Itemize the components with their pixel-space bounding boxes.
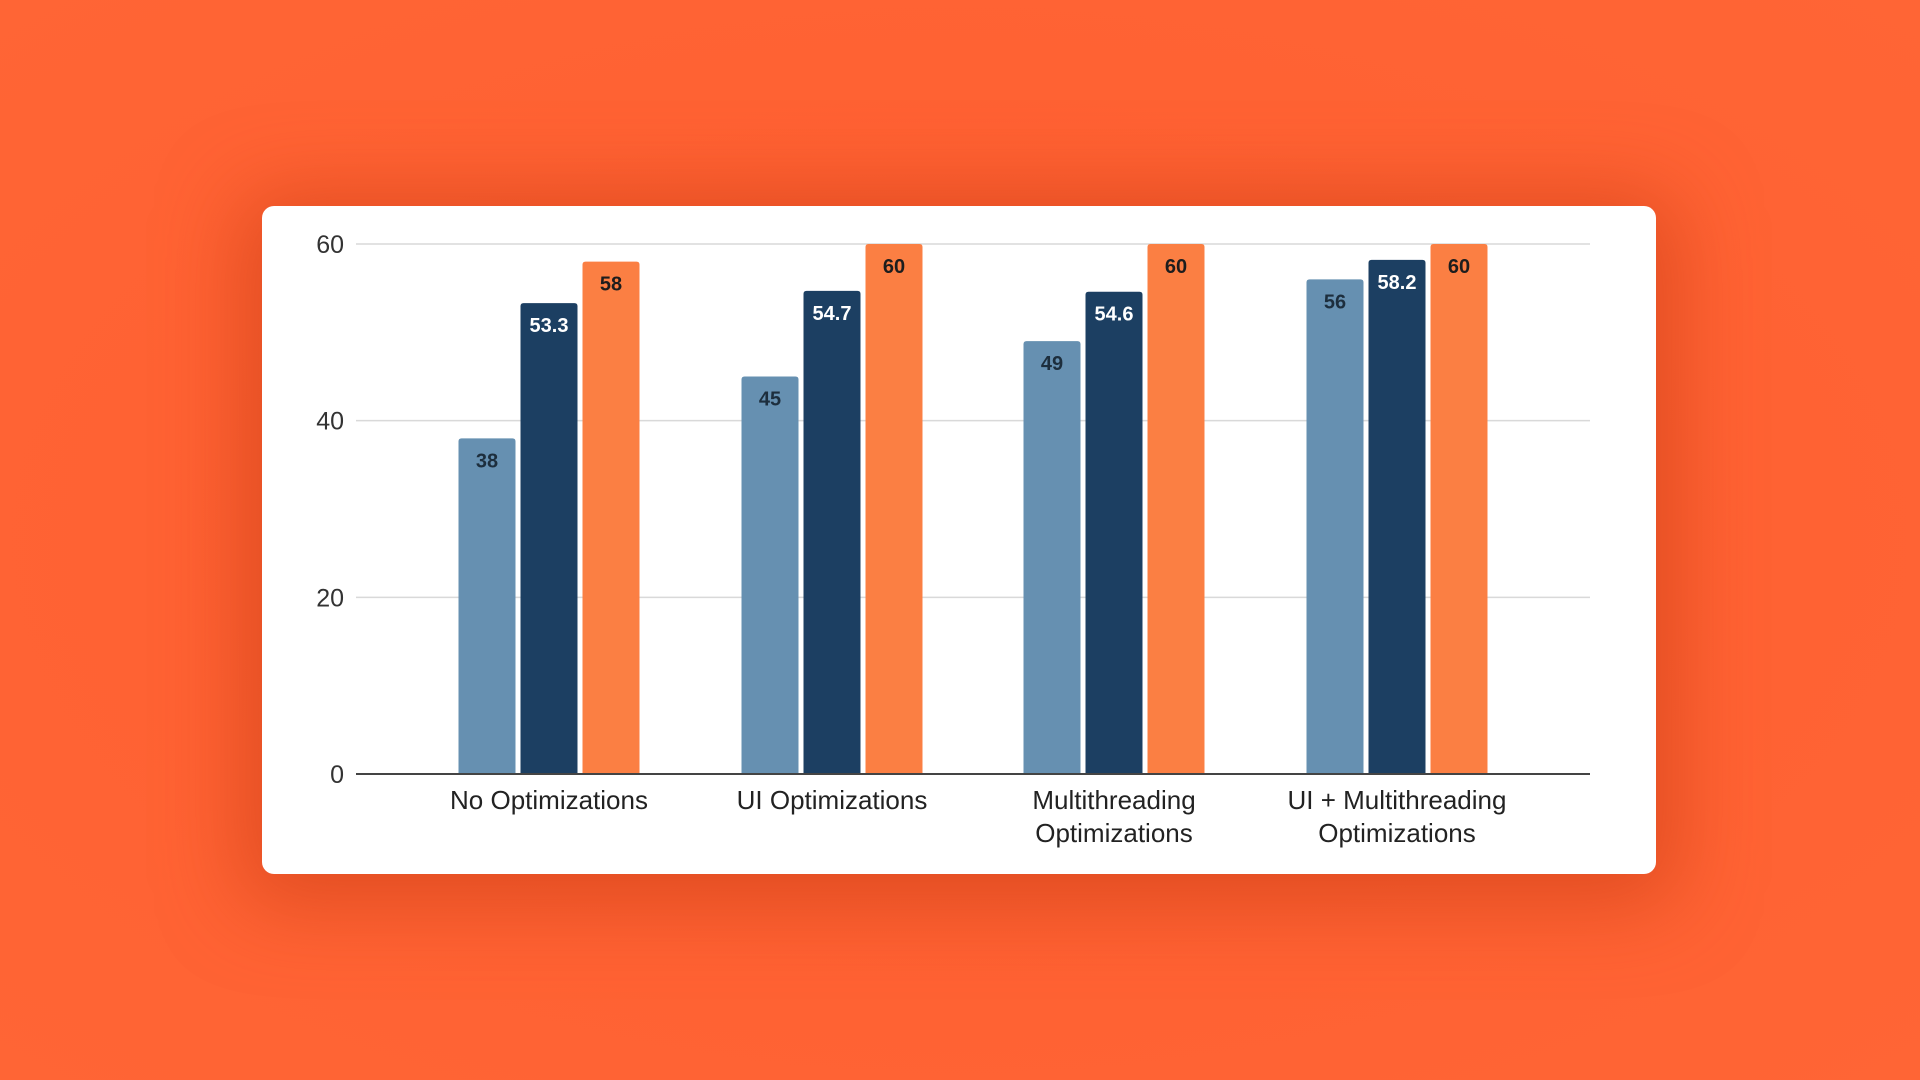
y-tick-label: 0 (330, 761, 344, 789)
x-tick-label: UI Optimizations (737, 785, 928, 815)
bar-data-label: 45 (759, 389, 781, 411)
bar-data-label: 56 (1324, 291, 1346, 313)
y-tick-label: 40 (316, 408, 344, 436)
x-tick-label: No Optimizations (450, 785, 648, 815)
x-axis: No Optimizations UI Optimizations Multithr… (356, 773, 1590, 848)
bar (1368, 259, 1426, 774)
bar-data-label: 38 (476, 450, 498, 472)
x-tick-label: UI + Multithreading Optimizations (1288, 785, 1507, 848)
chart-card: 0 20 40 60 38 45 49 56 53.3 54.7 54.6 58.2 58 60 60 60… (262, 206, 1656, 874)
bar (520, 303, 578, 774)
bar (582, 261, 640, 775)
bar (1306, 279, 1364, 774)
bar (803, 290, 861, 774)
y-tick-label: 60 (316, 231, 344, 259)
bar-data-label: 58.2 (1378, 272, 1417, 294)
bar (458, 438, 516, 774)
y-axis: 0 20 40 60 (316, 231, 344, 789)
bar (1085, 291, 1143, 774)
bar (1023, 341, 1081, 774)
bar (865, 244, 923, 774)
bar-data-label: 54.6 (1095, 304, 1134, 326)
bar-data-label: 53.3 (530, 315, 569, 337)
bar-data-label: 58 (600, 274, 622, 296)
data-labels: 38 45 49 56 53.3 54.7 54.6 58.2 58 60 60 60 (476, 256, 1470, 472)
bars (458, 244, 1488, 775)
x-tick-label: Multithreading Optimizations (1032, 785, 1195, 848)
bar (1147, 244, 1205, 774)
bar-data-label: 60 (1165, 256, 1187, 278)
bar-data-label: 60 (1448, 256, 1470, 278)
bar-chart: 0 20 40 60 38 45 49 56 53.3 54.7 54.6 58.2 58 60 60 60… (316, 231, 1590, 848)
bar-data-label: 54.7 (813, 303, 852, 325)
bar (1430, 244, 1488, 774)
bar (741, 376, 799, 774)
bar-data-label: 49 (1041, 353, 1063, 375)
bar-data-label: 60 (883, 256, 905, 278)
y-tick-label: 20 (316, 584, 344, 612)
